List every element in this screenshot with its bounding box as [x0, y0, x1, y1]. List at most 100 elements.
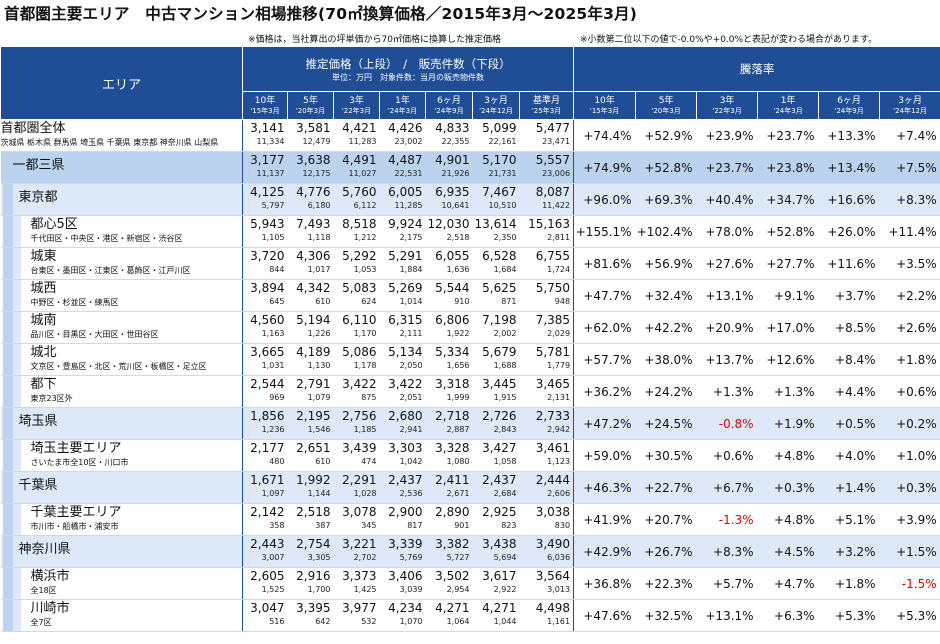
area-name: 千葉県	[18, 478, 58, 493]
change-col-label: 3ヶ月	[898, 95, 922, 106]
price-cell: 2,925 823	[472, 503, 520, 536]
price-value: 3,373	[342, 569, 377, 583]
listing-count: 6,036	[547, 553, 571, 562]
price-cell: 5,557 23,006	[519, 151, 574, 184]
price-value: 3,490	[535, 537, 571, 551]
price-cell: 7,198 2,002	[472, 311, 520, 344]
change-value: +22.3%	[635, 567, 697, 600]
change-value: +5.1%	[818, 503, 880, 536]
listing-count: 21,731	[488, 169, 517, 178]
change-value: +13.7%	[696, 343, 758, 376]
listing-count: 1,236	[261, 425, 285, 434]
price-col-6: 基準月 '25年3月	[518, 91, 575, 120]
price-cell: 15,163 2,811	[519, 215, 574, 248]
change-value: +46.3%	[573, 471, 636, 504]
change-value: +4.0%	[818, 439, 880, 472]
price-value: 5,291	[388, 249, 423, 263]
listing-count: 11,283	[348, 137, 377, 146]
price-col-date: '15年3月	[250, 106, 280, 115]
price-cell: 5,292 1,053	[333, 247, 380, 280]
listing-count: 1,031	[261, 361, 285, 370]
change-value: +1.3%	[757, 375, 819, 408]
price-cell: 5,083 624	[333, 279, 380, 312]
change-value: +12.6%	[757, 343, 819, 376]
area-subareas: 台東区・墨田区・江東区・葛飾区・江戸川区	[30, 266, 191, 275]
change-value: +2.6%	[879, 311, 940, 344]
price-cell: 4,487 22,531	[379, 151, 426, 184]
listing-count: 1,118	[307, 233, 331, 242]
price-value: 3,894	[250, 281, 285, 295]
change-value: +20.7%	[635, 503, 697, 536]
listing-count: 2,684	[493, 489, 517, 498]
price-cell: 4,342 610	[287, 279, 334, 312]
listing-count: 1,525	[261, 585, 285, 594]
price-col-1: 5年 '20年3月	[287, 91, 334, 120]
area-subareas: さいたま市全10区・川口市	[30, 458, 129, 467]
listing-count: 1,425	[353, 585, 377, 594]
listing-count: 1,144	[307, 489, 331, 498]
change-value: +52.8%	[635, 151, 697, 184]
price-value: 3,422	[342, 377, 377, 391]
price-cell: 4,234 1,070	[379, 599, 426, 632]
price-cell: 1,856 1,236	[242, 407, 288, 440]
listing-count: 5,797	[261, 201, 285, 210]
price-col-date: '20年3月	[295, 106, 326, 115]
table-row: 横浜市 全18区 2,605 1,525 2,916 1,700 3,373 1,425 3,4…	[0, 567, 940, 600]
price-cell: 2,195 1,546	[287, 407, 334, 440]
price-cell: 2,444 2,606	[519, 471, 574, 504]
area-name: 城西	[30, 281, 57, 296]
change-value: +4.8%	[757, 439, 819, 472]
price-value: 3,461	[535, 441, 571, 455]
change-value: -0.8%	[696, 407, 758, 440]
price-value: 1,992	[296, 473, 331, 487]
table-row: 一都三県 3,177 11,137 3,638 12,175 4,491 11,027 4,4…	[0, 151, 940, 184]
price-value: 5,170	[482, 153, 517, 167]
price-cell: 5,760 6,112	[333, 183, 380, 216]
price-cell: 5,194 1,226	[287, 311, 334, 344]
change-value: +32.4%	[635, 279, 697, 312]
price-cell: 3,894 645	[242, 279, 288, 312]
listing-count: 1,884	[399, 265, 423, 274]
area-subareas: 全18区	[30, 586, 57, 595]
price-value: 4,421	[342, 121, 377, 135]
change-value: +0.3%	[757, 471, 819, 504]
price-col-label: 3ヶ月	[484, 95, 508, 106]
change-value: +4.7%	[757, 567, 819, 600]
table-row: 埼玉主要エリア さいたま市全10区・川口市 2,177 480 2,651 610 3,43…	[0, 439, 940, 472]
listing-count: 1,017	[307, 265, 331, 274]
change-value: +3.5%	[879, 247, 940, 280]
change-value: +3.9%	[879, 503, 940, 536]
price-value: 3,303	[388, 441, 423, 455]
listing-count: 1,178	[353, 361, 377, 370]
change-value: +5.3%	[818, 599, 880, 632]
table-row: 神奈川県 2,443 3,007 2,754 3,305 3,221 2,702 3,339 5…	[0, 535, 940, 568]
price-cell: 2,437 2,536	[379, 471, 426, 504]
change-value: +13.1%	[696, 599, 758, 632]
change-value: +23.9%	[696, 119, 758, 152]
price-cell: 3,445 1,915	[472, 375, 520, 408]
change-value: +4.4%	[818, 375, 880, 408]
area-cell: 川崎市 全7区	[0, 599, 243, 632]
change-value: +8.4%	[818, 343, 880, 376]
price-value: 3,977	[342, 601, 377, 615]
price-value: 3,638	[296, 153, 331, 167]
price-value: 6,315	[388, 313, 423, 327]
price-cell: 4,491 11,027	[333, 151, 380, 184]
listing-count: 624	[361, 297, 377, 306]
price-value: 5,099	[482, 121, 517, 135]
price-value: 3,395	[296, 601, 331, 615]
listing-count: 2,811	[547, 233, 571, 242]
price-cell: 6,110 1,170	[333, 311, 380, 344]
price-cell: 5,334 1,656	[425, 343, 473, 376]
price-value: 3,339	[388, 537, 423, 551]
price-value: 5,943	[250, 217, 285, 231]
price-cell: 2,605 1,525	[242, 567, 288, 600]
price-value: 2,411	[435, 473, 470, 487]
change-value: +27.7%	[757, 247, 819, 280]
price-value: 5,544	[435, 281, 470, 295]
price-value: 2,291	[342, 473, 377, 487]
area-cell: 千葉県	[0, 471, 243, 504]
price-cell: 4,560 1,163	[242, 311, 288, 344]
price-cell: 3,406 3,039	[379, 567, 426, 600]
price-value: 4,491	[342, 153, 377, 167]
